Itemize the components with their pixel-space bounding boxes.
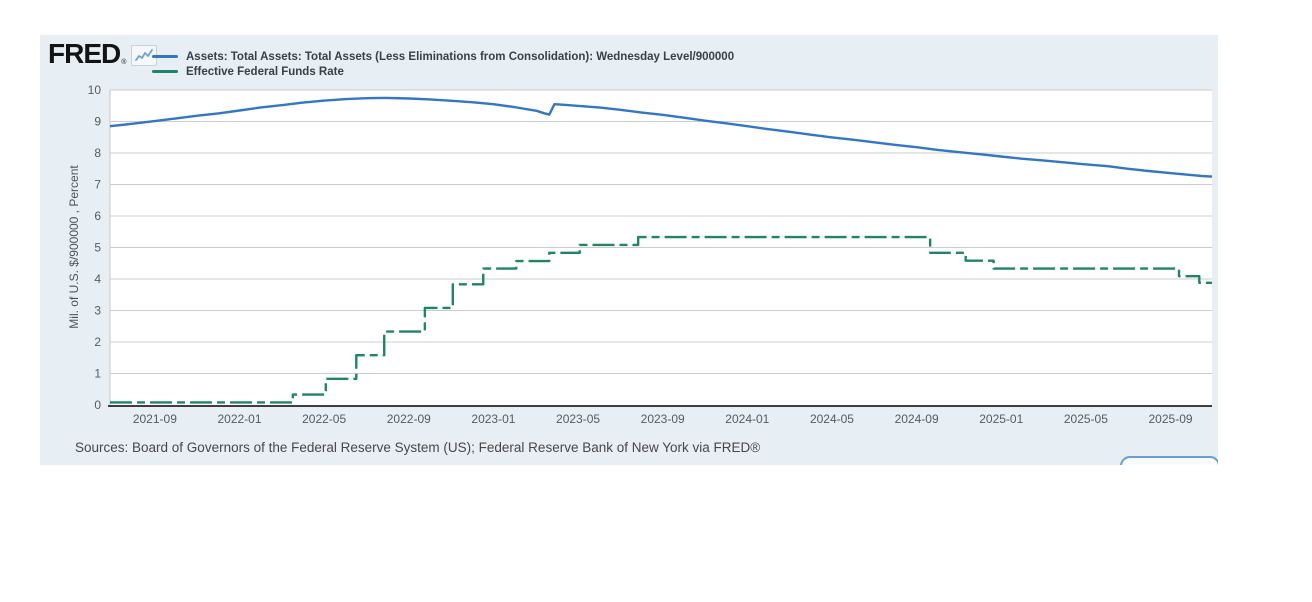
legend-swatch-effr (152, 70, 178, 73)
chart-svg: 0 1 2 3 4 5 6 7 8 9 10 2021-09 2022-01 2022-05 2022-09… (88, 83, 1213, 426)
x-tick-label: 2022-09 (387, 412, 431, 426)
legend-item-assets[interactable]: Assets: Total Assets: Total Assets (Less… (152, 49, 734, 64)
chart-legend: Assets: Total Assets: Total Assets (Less… (152, 49, 734, 79)
x-tick-label: 2023-05 (556, 412, 600, 426)
series-line-effr[interactable] (110, 235, 1212, 404)
x-tick-label: 2021-09 (133, 412, 177, 426)
series-line-assets[interactable] (109, 96, 1213, 178)
x-tick-label: 2023-01 (471, 412, 515, 426)
y-tick-label: 7 (94, 178, 101, 192)
y-tick-label: 1 (94, 367, 101, 381)
x-tick-label: 2024-01 (725, 412, 769, 426)
y-tick-label: 8 (94, 146, 101, 160)
fred-logo[interactable]: FRED ® (48, 38, 158, 69)
bottom-right-partial-button[interactable] (1120, 456, 1218, 465)
y-tick-label: 4 (94, 272, 101, 286)
y-tick-label: 0 (94, 398, 101, 412)
y-tick-label: 9 (94, 115, 101, 129)
x-tick-label: 2023-09 (641, 412, 685, 426)
y-tick-label: 2 (94, 335, 101, 349)
legend-label-effr: Effective Federal Funds Rate (186, 65, 344, 78)
y-tick-label: 6 (94, 209, 101, 223)
x-tick-label: 2024-09 (895, 412, 939, 426)
registered-trademark: ® (121, 59, 127, 66)
x-tick-label: 2025-09 (1149, 412, 1193, 426)
fred-chart-widget: FRED ® Assets: Total Assets: Total Asset… (40, 35, 1218, 465)
y-tick-label: 3 (94, 304, 101, 318)
y-tick-label: 10 (88, 83, 102, 97)
x-tick-label: 2024-05 (810, 412, 854, 426)
x-tick-label: 2022-05 (302, 412, 346, 426)
legend-label-assets: Assets: Total Assets: Total Assets (Less… (186, 50, 735, 63)
x-tick-label: 2025-01 (979, 412, 1023, 426)
legend-swatch-assets (152, 55, 178, 58)
x-tick-label: 2025-05 (1064, 412, 1108, 426)
fred-logo-text: FRED (48, 38, 121, 69)
legend-item-effr[interactable]: Effective Federal Funds Rate (152, 64, 734, 79)
source-note: Sources: Board of Governors of the Feder… (75, 440, 761, 455)
x-tick-label: 2022-01 (217, 412, 261, 426)
y-tick-label: 5 (94, 241, 101, 255)
